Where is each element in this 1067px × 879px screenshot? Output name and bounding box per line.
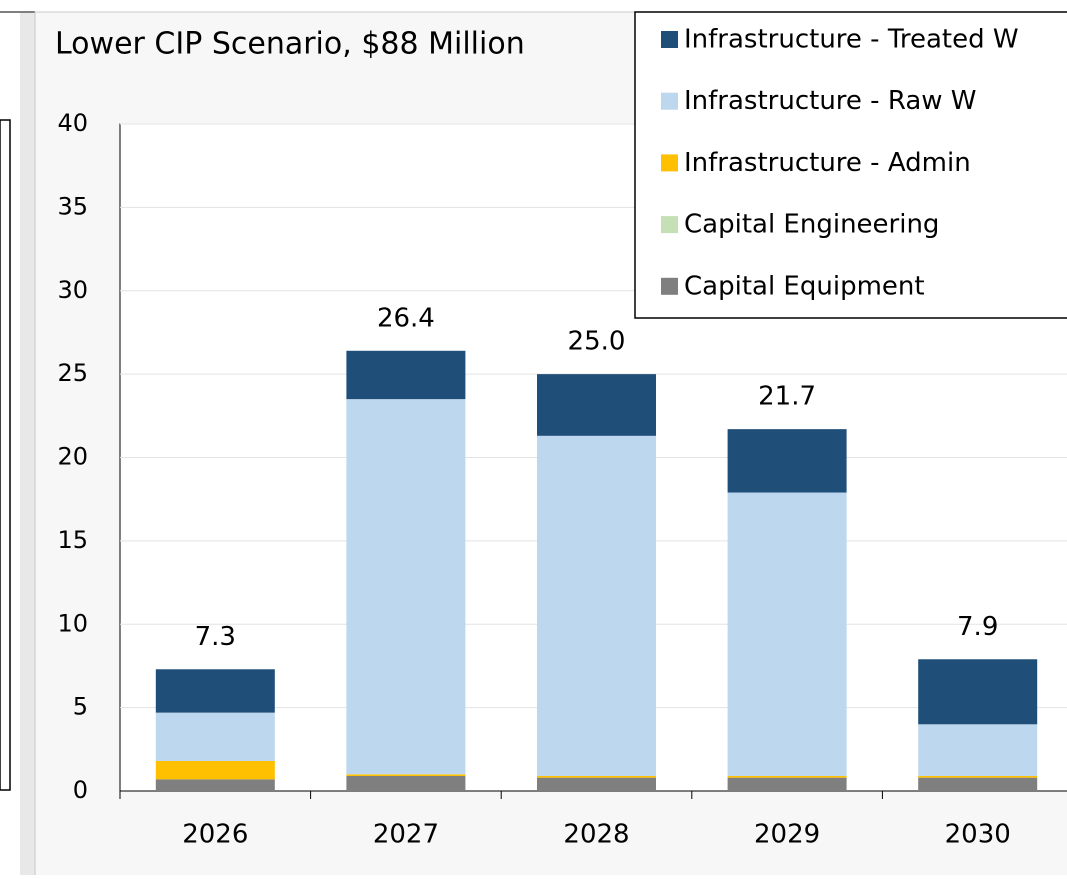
legend-swatch	[661, 216, 678, 234]
bar-segment	[537, 374, 656, 436]
bar-segment	[537, 777, 656, 791]
total-label: 7.9	[957, 612, 998, 642]
y-tick-label: 40	[57, 109, 88, 137]
y-tick-label: 5	[73, 693, 88, 721]
legend-label: Infrastructure - Admin	[684, 148, 971, 178]
legend-swatch	[661, 31, 678, 48]
y-tick-label: 30	[57, 276, 88, 304]
y-tick-label: 10	[57, 609, 88, 637]
bar-segment	[727, 777, 847, 791]
total-label: 21.7	[758, 382, 816, 412]
legend-label: Infrastructure - Treated W	[684, 25, 1019, 55]
legend-swatch	[661, 154, 678, 172]
x-tick-label: 2028	[563, 820, 629, 850]
bar-segment	[918, 724, 1038, 776]
bar-segment	[346, 399, 466, 775]
bar-segment	[727, 492, 847, 776]
y-tick-label: 35	[57, 192, 88, 220]
legend-label: Capital Engineering	[684, 210, 939, 240]
bar-segment	[537, 775, 656, 778]
bar-segment	[155, 779, 275, 791]
bar-segment	[918, 777, 1038, 791]
y-tick-label: 0	[73, 776, 88, 804]
legend-label: Capital Equipment	[684, 271, 925, 301]
y-tick-label: 25	[57, 359, 88, 387]
left-panel	[0, 119, 11, 791]
x-tick-label: 2030	[945, 820, 1011, 850]
bar-segment	[155, 712, 275, 761]
y-tick-label: 15	[57, 526, 88, 554]
total-label: 7.3	[195, 622, 236, 652]
left-strip	[20, 12, 35, 875]
bar-segment	[346, 775, 466, 791]
bar-segment	[155, 760, 275, 780]
x-tick-label: 2027	[373, 820, 439, 850]
bar-segment	[918, 775, 1038, 778]
bar-segment	[537, 435, 656, 776]
bar-segment	[346, 350, 466, 400]
x-tick-label: 2026	[182, 820, 248, 850]
total-label: 25.0	[568, 327, 626, 357]
bar-segment	[727, 775, 847, 778]
legend	[634, 11, 1067, 319]
bar-segment	[155, 669, 275, 713]
chart-title: Lower CIP Scenario, $88 Million	[55, 27, 525, 62]
bar-segment	[346, 774, 466, 776]
x-tick-label: 2029	[754, 820, 820, 850]
legend-swatch	[661, 277, 678, 295]
bar-segment	[918, 659, 1038, 725]
bar-segment	[727, 429, 847, 493]
legend-swatch	[661, 92, 678, 110]
total-label: 26.4	[377, 303, 435, 333]
y-tick-label: 20	[57, 443, 88, 471]
legend-label: Infrastructure - Raw W	[684, 86, 977, 116]
